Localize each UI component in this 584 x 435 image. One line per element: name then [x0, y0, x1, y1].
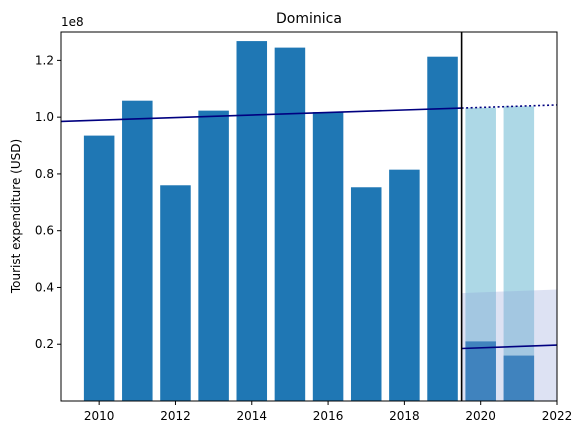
projected-bar: [503, 106, 535, 402]
chart-marks: [83, 41, 535, 402]
y-tick-label: 0.6: [35, 224, 54, 238]
bar: [503, 355, 535, 401]
plot-frame: [60, 31, 558, 402]
bar: [83, 135, 115, 401]
x-tick-label: 2018: [389, 409, 420, 423]
x-tick-label: 2020: [465, 409, 496, 423]
bar: [236, 41, 268, 402]
bar: [274, 47, 306, 401]
bar: [427, 56, 458, 402]
bar: [198, 110, 229, 402]
bar: [350, 187, 382, 401]
y-tick-label: 1.0: [35, 110, 54, 124]
bar: [465, 341, 496, 401]
y-tick-label: 0.4: [35, 280, 54, 294]
x-tick-label: 2022: [542, 409, 573, 423]
x-tick-label: 2014: [236, 409, 267, 423]
y-tick-label: 0.8: [35, 167, 54, 181]
pre-trend-line: [60, 107, 462, 123]
x-tick-label: 2012: [160, 409, 191, 423]
x-tick-label: 2016: [313, 409, 344, 423]
post-trend-line: [461, 344, 558, 350]
bar: [160, 185, 191, 401]
post-trend-band: [461, 289, 557, 401]
y-tick-label: 1.2: [35, 53, 54, 67]
axis-ticks: 2010 2012 2014 2016 2018 2020 2022 0.2 0.4 0.6 0.8…: [35, 53, 572, 423]
y-axis-label: Tourist expenditure (USD): [9, 139, 23, 294]
chart-title: Dominica: [276, 11, 342, 27]
y-offset-label: 1e8: [61, 15, 84, 29]
bar: [389, 169, 420, 401]
bar: [312, 112, 344, 401]
y-tick-label: 0.2: [35, 337, 54, 351]
chart-overlay: [60, 32, 558, 401]
x-tick-label: 2010: [84, 409, 115, 423]
bar: [122, 100, 153, 402]
